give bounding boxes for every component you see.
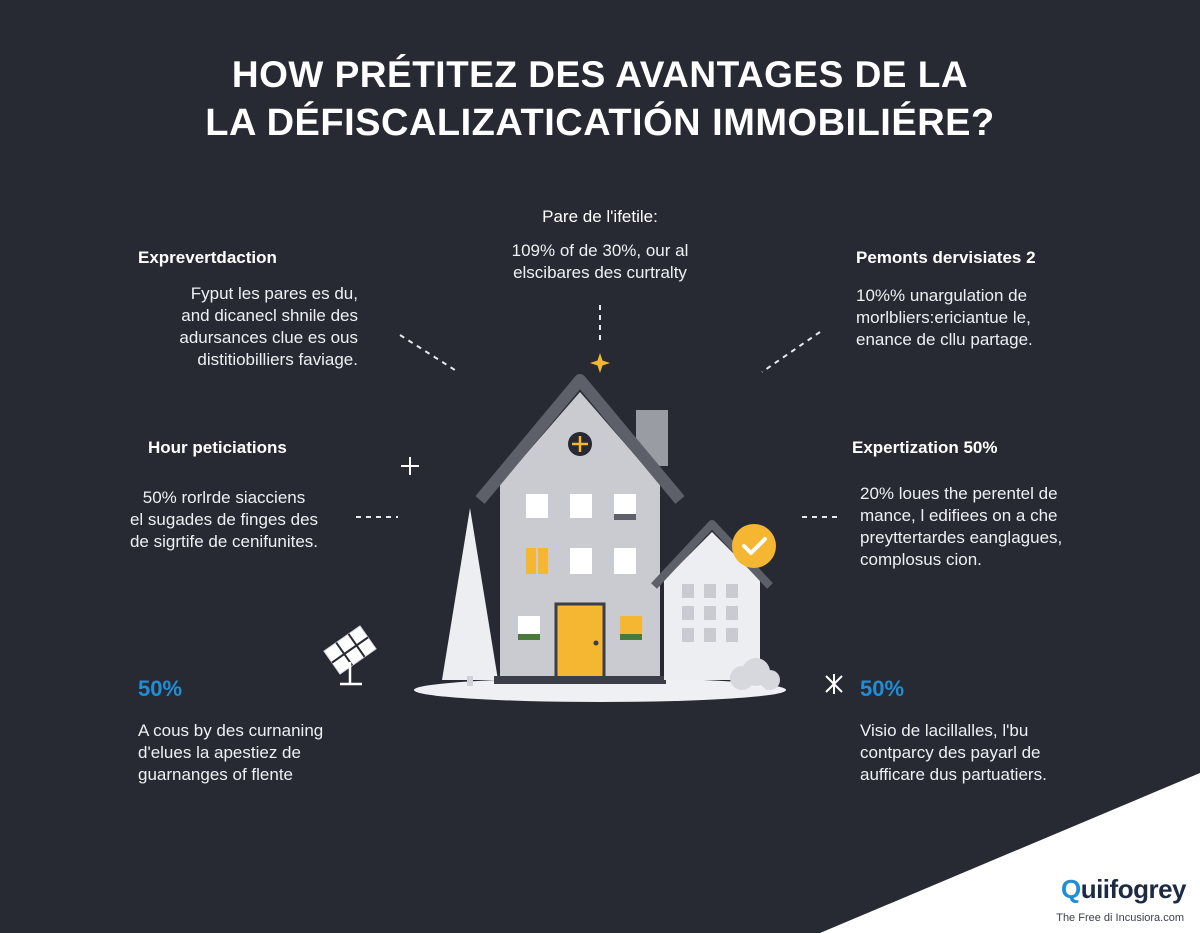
left-mid-block: Hour peticiations 50% rorlrde siacciens … xyxy=(96,437,356,553)
center-top-text: 109% of de 30%, our al elscibares des cu… xyxy=(511,241,689,282)
brand-name-rest: uiifogrey xyxy=(1080,874,1187,904)
right-bottom-percent: 50% xyxy=(860,676,905,701)
right-mid-text: 20% loues the perentel de mance, l edifi… xyxy=(860,484,1063,569)
right-bottom-text: Visio de lacillalles, l'bu contparcy des… xyxy=(860,721,1047,784)
left-bottom-text: A cous by des curnaning d'elues la apest… xyxy=(138,721,324,784)
sparkle-icon xyxy=(401,457,419,475)
check-badge-icon xyxy=(732,524,776,568)
connector-lines xyxy=(356,305,842,518)
right-mid-block: Expertization 50% 20% loues the perentel… xyxy=(852,437,1132,571)
side-windows xyxy=(682,584,738,642)
left-mid-text: 50% rorlrde siacciens el sugades de fing… xyxy=(129,488,319,551)
main-roof xyxy=(475,374,685,504)
bush-icon xyxy=(730,658,780,690)
tree-icon xyxy=(442,508,498,686)
brand-logo[interactable]: Quiifogrey xyxy=(1060,874,1187,905)
right-mid-heading: Expertization 50% xyxy=(852,438,998,457)
windows-row-2 xyxy=(526,548,636,574)
connector-left-top xyxy=(399,334,459,373)
sparkle-icon xyxy=(825,674,843,694)
main-house-body xyxy=(500,392,660,678)
windows-row-1 xyxy=(526,494,636,520)
center-top-heading: Pare de l'ifetile: xyxy=(542,207,658,226)
left-top-text: Fyput les pares es du, and dicanecl shni… xyxy=(179,284,358,369)
brand-tagline: The Free di Incusiora.com xyxy=(1056,912,1184,924)
windows-ground xyxy=(518,616,642,640)
left-mid-heading: Hour peticiations xyxy=(148,438,287,457)
right-top-block: Pemonts dervisiates 2 10%% unargulation … xyxy=(856,247,1116,351)
right-top-text: 10%% unargulation de morlbliers:ericiant… xyxy=(856,286,1033,349)
house-base xyxy=(494,676,666,684)
left-bottom-percent: 50% xyxy=(138,676,183,701)
left-bottom-block: 50% A cous by des curnaning d'elues la a… xyxy=(138,676,398,786)
left-top-block: Exprevertdaction Fyput les pares es du, … xyxy=(138,247,378,371)
center-top-block: Pare de l'ifetile: 109% of de 30%, our a… xyxy=(400,206,800,284)
brand-name-accent: Q xyxy=(1060,874,1081,904)
connector-right-top xyxy=(761,331,821,373)
solar-panel-icon xyxy=(323,625,377,675)
title-line-1: HOW PRÉTITEZ DES AVANTAGES DE LA xyxy=(231,54,969,95)
right-bottom-block: 50% Visio de lacillalles, l'bu contparcy… xyxy=(860,676,1130,786)
page-title: HOW PRÉTITEZ DES AVANTAGES DE LA LA DÉFI… xyxy=(0,52,1200,148)
right-top-heading: Pemonts dervisiates 2 xyxy=(856,248,1036,267)
left-top-heading: Exprevertdaction xyxy=(138,248,277,267)
star-icon xyxy=(590,353,610,373)
title-line-2: LA DÉFISCALIZATICATIÓN IMMOBILIÉRE? xyxy=(205,102,995,144)
